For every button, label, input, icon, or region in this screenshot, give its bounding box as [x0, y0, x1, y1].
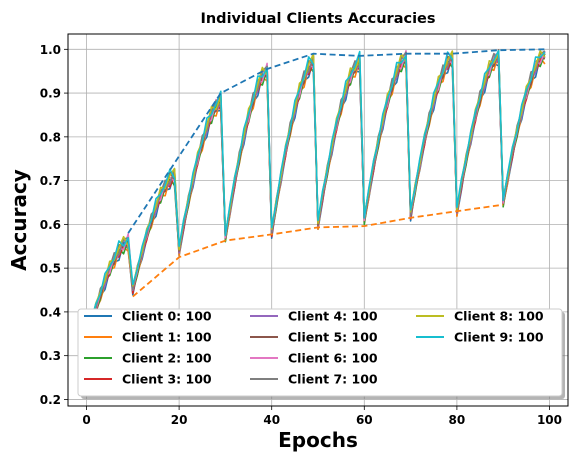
y-tick-label: 0.5 — [40, 262, 61, 276]
x-tick-label: 0 — [82, 413, 90, 427]
legend: Client 0: 100 Client 1: 100 Client 2: 100 C… — [78, 309, 565, 400]
x-axis: 0 20 40 60 80 100 — [82, 406, 562, 427]
series-line — [87, 51, 545, 341]
series-line — [87, 50, 545, 344]
legend-label: Client 4: 100 — [288, 309, 378, 324]
y-tick-label: 0.7 — [40, 174, 61, 188]
series-line — [87, 51, 545, 339]
chart-title: Individual Clients Accuracies — [200, 11, 435, 27]
legend-label: Client 8: 100 — [454, 309, 544, 324]
series-line — [87, 52, 545, 343]
x-tick-label: 100 — [537, 413, 562, 427]
x-tick-label: 40 — [263, 413, 280, 427]
y-tick-label: 0.2 — [40, 393, 61, 407]
legend-label: Client 0: 100 — [122, 309, 212, 324]
legend-label: Client 2: 100 — [122, 351, 212, 366]
y-tick-label: 0.4 — [40, 305, 61, 319]
legend-label: Client 7: 100 — [288, 372, 378, 387]
y-axis: 0.2 0.3 0.4 0.5 0.6 0.7 0.8 0.9 1.0 — [40, 43, 68, 407]
y-tick-label: 0.3 — [40, 349, 61, 363]
upper-envelope-line — [128, 49, 545, 233]
x-axis-label: Epochs — [278, 428, 358, 452]
legend-label: Client 6: 100 — [288, 351, 378, 366]
y-tick-label: 0.8 — [40, 130, 61, 144]
y-axis-label: Accuracy — [7, 169, 31, 271]
legend-label: Client 5: 100 — [288, 330, 378, 345]
legend-label: Client 1: 100 — [122, 330, 212, 345]
y-tick-label: 1.0 — [40, 43, 61, 57]
series-line — [87, 51, 545, 343]
series-line — [87, 51, 545, 339]
y-tick-label: 0.9 — [40, 87, 61, 101]
x-tick-label: 20 — [171, 413, 188, 427]
y-tick-label: 0.6 — [40, 218, 61, 232]
series-layer — [87, 50, 545, 347]
legend-label: Client 3: 100 — [122, 372, 212, 387]
legend-label: Client 9: 100 — [454, 330, 544, 345]
x-tick-label: 60 — [356, 413, 373, 427]
series-line — [87, 51, 545, 341]
x-tick-label: 80 — [449, 413, 466, 427]
